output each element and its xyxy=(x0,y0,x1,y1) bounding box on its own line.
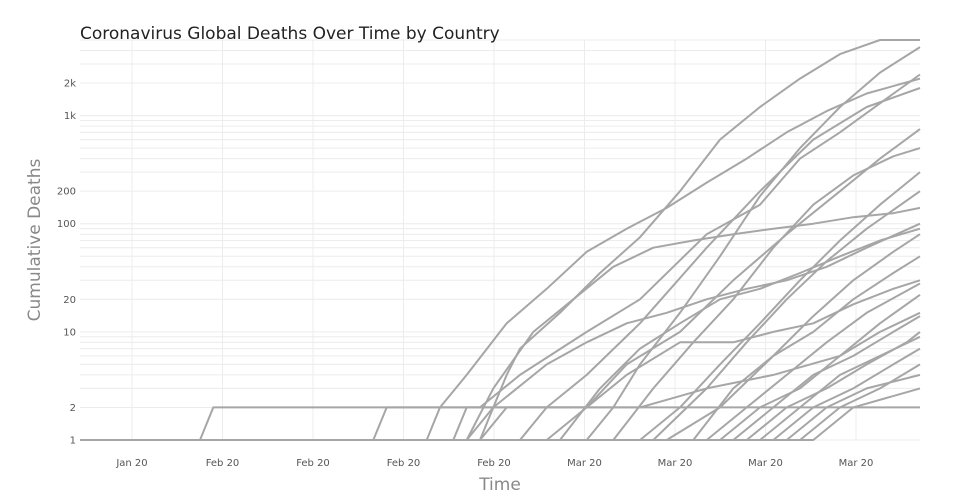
series-line-15 xyxy=(80,279,921,441)
series-line-1 xyxy=(80,73,921,441)
series-line-17 xyxy=(80,311,921,441)
series-line-13 xyxy=(80,233,921,441)
x-tick-label: Feb 20 xyxy=(296,458,330,469)
y-tick-label: 2 xyxy=(70,403,76,414)
series-line-8 xyxy=(80,147,921,441)
series-line-10 xyxy=(80,171,921,441)
x-tick-label: Mar 20 xyxy=(839,458,874,469)
y-tick-label: 20 xyxy=(63,295,76,306)
x-axis-title: Time xyxy=(478,475,521,495)
y-axis-title: Cumulative Deaths xyxy=(25,159,45,322)
y-tick-labels: 1 2 10 20 100 200 1k 2k xyxy=(57,79,76,447)
y-tick-label: 1 xyxy=(70,436,76,447)
series-line-6 xyxy=(80,206,921,441)
series-line-5 xyxy=(80,87,921,441)
y-tick-label: 2k xyxy=(64,79,76,90)
y-tick-label: 200 xyxy=(57,187,76,198)
y-tick-label: 100 xyxy=(57,219,76,230)
series-line-11 xyxy=(80,190,921,441)
series-lines xyxy=(80,39,921,441)
series-line-4 xyxy=(80,46,921,441)
x-tick-label: Feb 20 xyxy=(206,458,240,469)
series-line-26 xyxy=(80,387,921,441)
x-tick-labels: Jan 20 Feb 20 Feb 20 Feb 20 Feb 20 Mar 20 Mar … xyxy=(115,458,873,469)
x-tick-label: Mar 20 xyxy=(748,458,783,469)
y-tick-label: 10 xyxy=(63,327,76,338)
x-tick-label: Feb 20 xyxy=(477,458,511,469)
x-tick-label: Mar 20 xyxy=(567,458,602,469)
series-line-7 xyxy=(80,128,921,441)
series-line-12 xyxy=(80,227,921,441)
grid-layer xyxy=(80,39,920,441)
y-tick-label: 1k xyxy=(64,111,76,122)
series-line-2 xyxy=(80,39,920,441)
x-tick-label: Jan 20 xyxy=(115,458,147,469)
chart-title: Coronavirus Global Deaths Over Time by C… xyxy=(80,24,500,44)
series-line-3 xyxy=(80,77,921,441)
series-line-14 xyxy=(80,255,921,441)
x-tick-label: Feb 20 xyxy=(387,458,421,469)
x-tick-label: Mar 20 xyxy=(658,458,693,469)
series-line-18 xyxy=(80,293,921,441)
